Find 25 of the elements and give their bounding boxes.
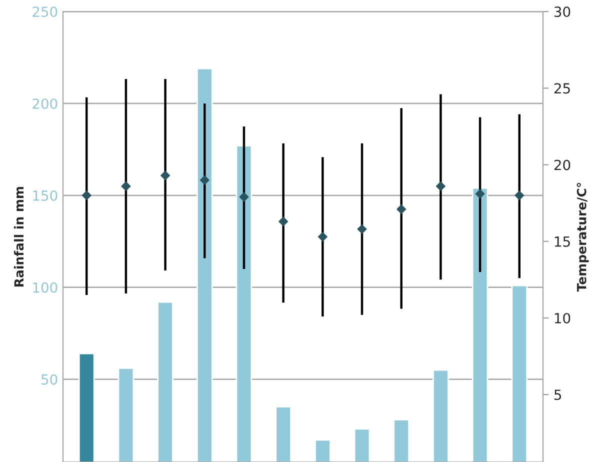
point [357,224,367,234]
point [514,190,524,200]
y2-tick-label: 25 [554,83,570,94]
point [278,216,288,226]
y2-tick-label: 10 [554,312,570,324]
point [475,189,485,198]
y-axis-title: Rainfall in mm [14,186,24,286]
y2-tick-label: 5 [554,390,562,400]
point [239,192,249,202]
point [160,170,170,180]
y-tick-label: 150 [33,190,58,201]
point [82,190,92,200]
y2-tick-label: 20 [554,160,570,170]
point [318,232,328,242]
point [396,204,406,214]
y-tick-label: 50 [42,374,58,385]
point [121,182,131,191]
point [200,175,210,185]
y2-tick-label: 15 [554,236,570,247]
y-tick-label: 250 [32,6,58,18]
y2-tick-label: 30 [554,6,570,18]
y2-axis-title: Temperature/C° [576,182,589,292]
point [436,182,446,191]
y-tick-label: 100 [33,282,58,293]
y-tick-label: 200 [32,98,58,109]
